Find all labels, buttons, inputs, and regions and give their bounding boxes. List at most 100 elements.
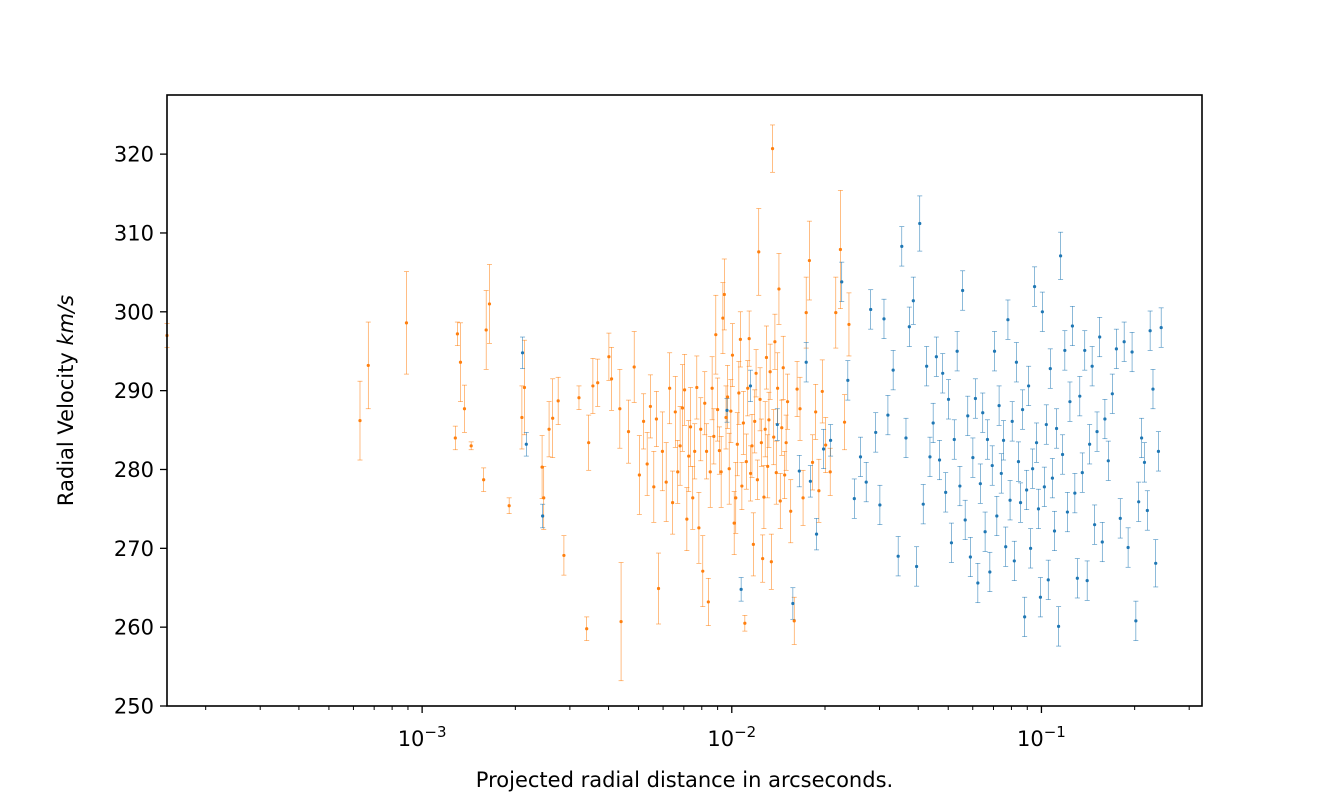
data-point [1031,467,1035,471]
data-point [766,464,770,468]
data-point [791,601,795,606]
data-point [734,496,738,500]
data-point [741,421,745,425]
data-point [739,587,743,591]
data-point [1004,545,1008,549]
y-tick-label: 300 [114,300,154,324]
data-point [710,386,714,390]
y-tick-label: 320 [114,143,154,167]
data-point [798,407,802,411]
data-point [1134,619,1138,623]
data-point [968,555,972,559]
data-point [469,444,473,448]
data-point [928,455,932,459]
data-point [484,328,488,332]
data-point [453,436,457,440]
data-point [807,258,812,263]
data-point [949,541,954,545]
data-point [520,415,524,420]
data-point [1016,460,1021,464]
data-point [1034,441,1039,445]
data-point [778,499,782,503]
data-point [744,460,748,464]
x-tick-label-exponent: −3 [424,723,446,741]
data-point [735,442,739,446]
data-point [1036,507,1041,511]
data-point [983,530,987,534]
x-tick-label-exponent: −1 [1044,723,1066,741]
data-point [1006,318,1010,322]
data-point [366,363,370,368]
data-point [757,250,761,254]
data-point [693,449,697,453]
y-tick-label: 310 [114,221,154,245]
data-point [814,532,819,536]
data-point [704,449,709,453]
data-point [682,388,687,392]
data-point [981,411,985,415]
data-point [840,280,844,284]
x-axis: 10−3 10−2 10−1 [205,706,1190,751]
data-point [758,397,762,401]
data-point [755,478,760,482]
data-point [738,337,742,341]
data-point [784,441,788,445]
data-point [1008,498,1012,502]
data-point [1078,394,1082,398]
data-point [773,340,777,344]
data-point [660,449,665,453]
data-point [487,302,492,306]
data-point [1020,407,1025,412]
data-point [781,366,785,370]
data-point [997,404,1001,408]
data-point [547,427,551,431]
data-point [874,430,878,435]
data-point [729,409,733,413]
y-tick-label: 270 [114,537,154,561]
data-point [776,386,780,390]
x-axis-label: Projected radial distance in arcseconds. [476,768,893,792]
data-point [556,399,560,403]
data-point [458,360,463,364]
data-point [542,496,546,500]
data-point [1106,459,1110,463]
data-point [1018,500,1023,505]
data-point [1032,284,1037,289]
data-point [725,408,729,412]
data-point [691,496,695,500]
data-point [1103,417,1107,421]
data-point [795,387,799,391]
data-point [801,496,805,500]
data-point [1065,510,1070,514]
data-point [804,310,808,315]
data-point [520,351,525,355]
data-point [966,414,970,418]
data-point [1090,364,1094,368]
data-point [1027,384,1031,388]
data-point [978,482,982,486]
data-point [1145,508,1149,513]
data-point [1044,422,1048,427]
data-point [914,564,919,569]
data-point [971,456,975,460]
data-point [721,316,725,320]
data-point [607,355,611,359]
data-point [732,521,736,525]
data-point [1050,476,1055,480]
data-point [774,471,778,475]
data-point [985,437,990,442]
y-axis-label-unit: km/s [54,295,78,346]
data-point [1025,488,1029,492]
data-point [626,430,631,434]
x-tick-label: 10−3 [398,723,447,751]
data-point [1029,546,1033,550]
data-point [577,396,581,400]
data-point [1088,442,1092,446]
data-point [1151,387,1155,391]
data-point [656,586,661,591]
data-point [1110,392,1114,396]
data-point [1100,540,1104,544]
data-point [767,418,771,422]
data-point [1073,491,1077,495]
data-point [878,503,882,507]
